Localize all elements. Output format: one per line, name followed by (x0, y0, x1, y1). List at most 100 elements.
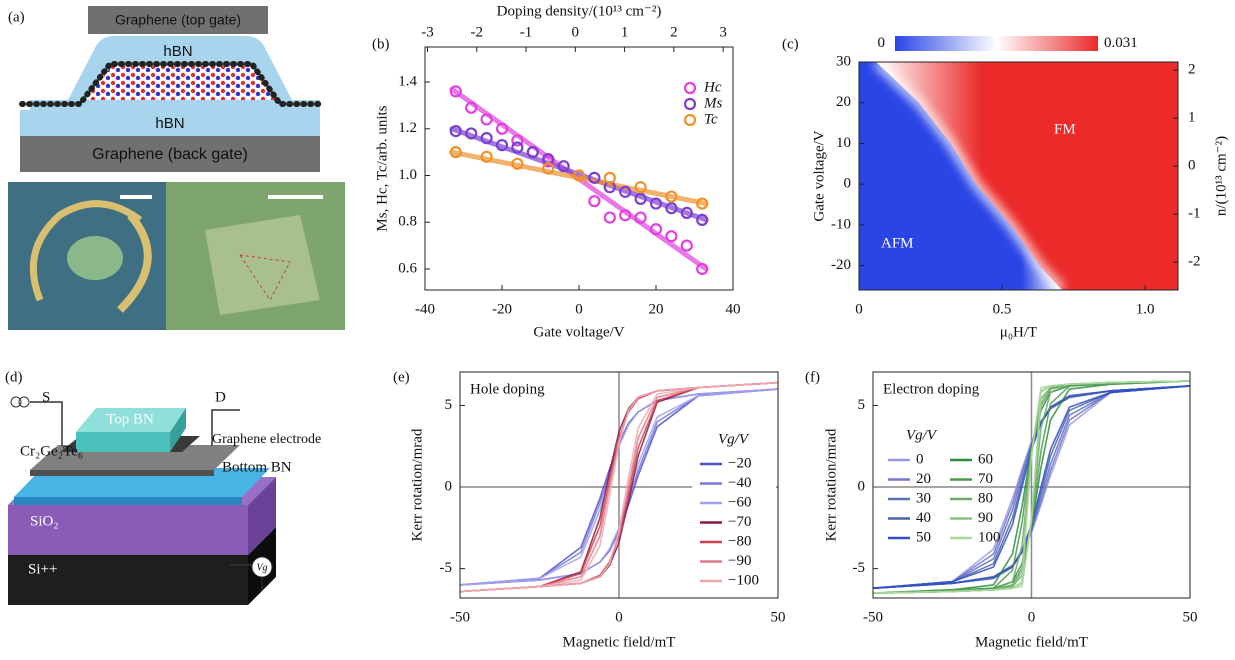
y-axis-label: Kerr rotation/mrad (409, 428, 425, 541)
x-tick-label: 0 (855, 301, 863, 317)
legend-label: 100 (978, 529, 1001, 545)
legend-label: 30 (916, 490, 931, 506)
y-tick-label: 5 (445, 397, 453, 413)
point (619, 185, 632, 198)
colorbar-label: 0.031 (1104, 35, 1138, 51)
point (557, 160, 570, 173)
legend-label: 70 (978, 471, 993, 487)
legend-label: −20 (728, 455, 751, 471)
point (480, 113, 493, 126)
x-tick-label: -50 (450, 609, 470, 625)
y-tick-label: 1.4 (398, 73, 417, 89)
photo-electrode (117, 212, 152, 313)
hysteresis-branch (872, 380, 1191, 594)
x-axis-label: Magnetic field/mT (563, 634, 676, 650)
gate-label: Vg (256, 562, 267, 573)
crystal-label: Cr₂Ge₂Te₆ (20, 443, 83, 459)
y-tick-label: -20 (831, 257, 851, 273)
legend-marker (683, 97, 697, 111)
x2-tick-label: 3 (719, 24, 727, 40)
y-tick-label: -5 (440, 560, 453, 576)
fit-line (449, 149, 709, 207)
y-tick-label: -5 (853, 560, 866, 576)
legend-title: Vg/V (906, 427, 938, 443)
point (619, 209, 632, 222)
y2-tick-label: -2 (1188, 254, 1201, 270)
point (680, 206, 693, 219)
bottom-bn-label: Bottom BN (222, 459, 292, 475)
point (449, 146, 462, 159)
legend-label: Hc (703, 79, 722, 95)
point (696, 262, 709, 276)
legend-title: Vg/V (718, 431, 750, 447)
top-bn-side (170, 408, 186, 452)
y-tick-label: -10 (831, 216, 851, 232)
plot-frame (424, 46, 734, 291)
back-gate (20, 136, 320, 172)
x-tick-label: -50 (863, 609, 883, 625)
scale-bar (268, 195, 323, 199)
x-axis-label: Magnetic field/mT (975, 634, 1088, 650)
legend-label: 20 (916, 471, 931, 487)
panel-0: (b) -40 -20 0 20 40 0.6 0.8 1.0 1.2 1.4 -3 -2 -1 0 1 2 3 G… (372, 3, 741, 340)
drain-label: D (215, 389, 226, 405)
y-tick-label: 0 (445, 478, 453, 494)
x-axis-label: μ₀H/T (1000, 324, 1037, 340)
oxide-front (8, 505, 248, 555)
point (511, 134, 524, 147)
point (495, 122, 509, 135)
y-tick-label: 0 (858, 478, 866, 494)
x2-tick-label: 0 (572, 24, 580, 40)
point (634, 192, 647, 205)
x-tick-label: 0 (1028, 609, 1036, 625)
legend-label: Ms (703, 95, 722, 111)
x2-axis-label: Doping density/(10¹³ cm⁻²) (497, 3, 662, 19)
y-tick-label: 10 (836, 135, 851, 151)
x2-tick-label: 2 (670, 24, 678, 40)
wire (30, 401, 63, 446)
point (449, 85, 462, 98)
point (696, 197, 709, 210)
point (603, 211, 616, 224)
panel-label: (f) (805, 369, 820, 385)
point (603, 171, 616, 184)
x2-tick-label: -3 (421, 24, 434, 40)
plot-frame (858, 61, 1179, 291)
substrate-label: Si++ (28, 561, 57, 577)
y-tick-label: 30 (836, 53, 851, 69)
top-hbn-label: hBN (163, 43, 192, 60)
x-tick-label: 40 (726, 301, 741, 317)
point (665, 190, 678, 203)
x-tick-label: 50 (771, 609, 786, 625)
point (465, 101, 478, 114)
point (542, 162, 555, 175)
point (634, 181, 647, 194)
point (649, 223, 663, 236)
x-tick-label: 20 (649, 301, 664, 317)
heatmap-cells (859, 62, 1178, 290)
electrode-front (30, 470, 214, 476)
legend-label: Tc (704, 111, 718, 127)
y-tick-label: 0 (844, 176, 852, 192)
electrode-label: Graphene electrode (212, 432, 321, 447)
panel-label: (c) (782, 36, 799, 52)
y-axis-label: Gate voltage/V (811, 130, 827, 221)
legend-label: 90 (978, 510, 993, 526)
photo-outline (239, 254, 291, 301)
panel-label: (a) (8, 9, 25, 25)
y2-tick-label: 0 (1188, 158, 1196, 174)
plot-frame (872, 371, 1191, 599)
legend-label: 50 (916, 529, 931, 545)
point (649, 197, 663, 210)
panel-label: (d) (5, 369, 23, 385)
bottom-hbn (20, 110, 320, 136)
top-bn-label: Top BN (106, 411, 154, 427)
annotation: Electron doping (883, 381, 980, 397)
legend-label: −80 (728, 533, 751, 549)
panel-d: (d) S D Top BN Cr₂Ge₂Te₆ Graphene electr… (5, 369, 321, 605)
point (526, 146, 539, 159)
back-gate-label: Graphene (back gate) (92, 146, 248, 163)
